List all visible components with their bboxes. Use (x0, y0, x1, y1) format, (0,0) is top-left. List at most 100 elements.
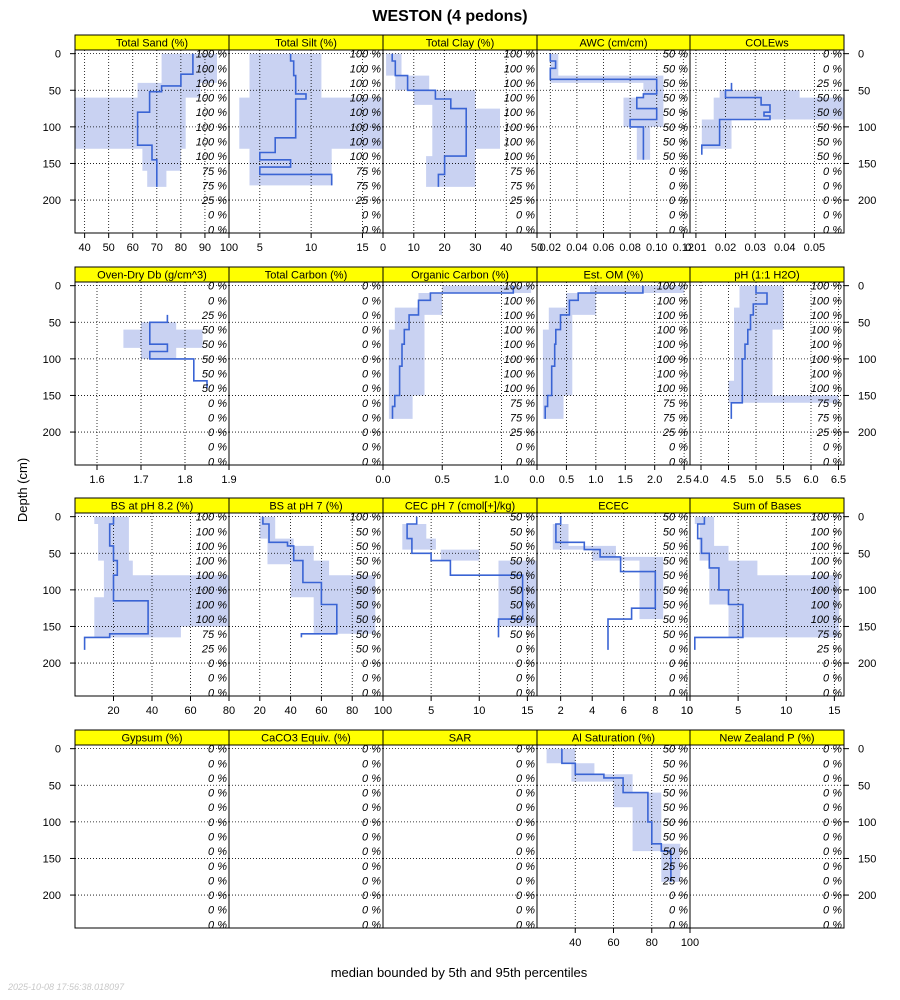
data-coverage-label: 0 % (669, 919, 688, 931)
data-coverage-label: 0 % (362, 398, 381, 410)
data-coverage-label: 50 % (663, 63, 688, 75)
data-coverage-label: 75 % (356, 180, 381, 192)
data-coverage-label: 100 % (811, 585, 842, 597)
data-coverage-label: 0 % (823, 817, 842, 829)
data-coverage-label: 0 % (823, 890, 842, 902)
data-coverage-label: 50 % (510, 556, 535, 568)
data-coverage-label: 0 % (516, 788, 535, 800)
x-tick-label: 1.6 (89, 474, 104, 486)
data-coverage-label: 50 % (663, 78, 688, 90)
data-coverage-label: 0 % (823, 687, 842, 699)
x-tick-label: 0.12 (673, 242, 694, 254)
data-coverage-label: 0 % (669, 905, 688, 917)
x-tick-label: 80 (175, 242, 187, 254)
data-coverage-label: 0 % (208, 788, 227, 800)
x-tick-label: 6.5 (831, 474, 846, 486)
data-coverage-label: 50 % (663, 758, 688, 770)
data-coverage-label: 50 % (356, 614, 381, 626)
data-coverage-label: 100 % (504, 78, 535, 90)
y-tick-label: 200 (43, 658, 61, 670)
y-tick-label: 0 (858, 512, 864, 524)
y-tick-label: 50 (858, 85, 870, 97)
data-coverage-label: 100 % (657, 310, 688, 322)
data-coverage-label: 0 % (362, 354, 381, 366)
data-coverage-label: 0 % (516, 832, 535, 844)
panel-plot-area: 100 % 100 % 100 % 100 % 100 % 100 % 100 % 100 %… (75, 50, 229, 233)
data-coverage-label: 75 % (202, 166, 227, 178)
data-coverage-label: 50 % (663, 512, 688, 524)
y-tick-label: 0 (858, 744, 864, 756)
panel-title: Oven-Dry Db (g/cm^3) (97, 270, 207, 282)
data-coverage-label: 0 % (362, 281, 381, 293)
panel-title: BS at pH 8.2 (%) (111, 501, 194, 513)
data-coverage-label: 100 % (657, 281, 688, 293)
panel-plot-area: 0 % 0 % 25 % 50 % 50 % 50 % 50 % 50 % 0 % 0 % 0 % 0… (690, 50, 844, 233)
data-coverage-label: 100 % (196, 78, 227, 90)
panel: CEC pH 7 (cmol[+]/kg)50 %50 %50 %50 %50 … (382, 497, 538, 717)
y-tick-label: 200 (858, 890, 876, 902)
data-coverage-label: 100 % (196, 151, 227, 163)
x-tick-label: 6 (621, 705, 627, 717)
x-tick-label: 60 (127, 242, 139, 254)
data-coverage-label: 0 % (208, 861, 227, 873)
data-coverage-label: 50 % (202, 383, 227, 395)
panel-plot-area: 0 % 0 % 25 % 50 % 50 % 50 % 50 % 50 % 0 % 0 % 0 % 0… (75, 281, 229, 465)
panel-border (74, 744, 230, 929)
median-line (406, 516, 524, 638)
y-tick-label: 100 (43, 817, 61, 829)
data-coverage-label: 0 % (516, 802, 535, 814)
x-tick-label: 0.5 (435, 474, 450, 486)
data-coverage-label: 100 % (657, 354, 688, 366)
y-tick-label: 0 (55, 512, 61, 524)
data-coverage-label: 100 % (504, 354, 535, 366)
data-coverage-label: 100 % (504, 49, 535, 61)
data-coverage-label: 50 % (356, 585, 381, 597)
timestamp: 2025-10-08 17:56:38.018097 (7, 982, 125, 992)
panel: BS at pH 8.2 (%)100 %100 %100 %100 %100 … (43, 497, 235, 717)
x-tick-label: 80 (646, 937, 658, 949)
panel-title: SAR (449, 733, 472, 745)
data-coverage-label: 75 % (510, 412, 535, 424)
data-coverage-label: 50 % (663, 744, 688, 756)
x-tick-label: 10 (408, 242, 420, 254)
y-tick-label: 200 (858, 658, 876, 670)
data-coverage-label: 25 % (816, 643, 842, 655)
median-line (555, 516, 657, 650)
panel-plot-area: 0 % 0 % 0 % 0 % 0 % 0 % 0 % 0 % 0 % 0 % 0 % 0 % 0 % (690, 745, 844, 928)
x-tick-label: 60 (315, 705, 327, 717)
data-coverage-label: 0 % (208, 658, 227, 670)
data-coverage-label: 0 % (669, 456, 688, 468)
data-coverage-label: 0 % (362, 788, 381, 800)
data-coverage-label: 0 % (823, 195, 842, 207)
data-coverage-label: 0 % (516, 861, 535, 873)
data-coverage-label: 0 % (208, 210, 227, 222)
data-coverage-label: 0 % (362, 325, 381, 337)
percentile-band (550, 53, 664, 160)
data-coverage-label: 0 % (208, 281, 227, 293)
data-coverage-label: 50 % (663, 802, 688, 814)
data-coverage-label: 100 % (811, 339, 842, 351)
data-coverage-label: 0 % (823, 773, 842, 785)
panel-title: Gypsum (%) (121, 733, 182, 745)
x-tick-label: 0.02 (715, 242, 736, 254)
panel-title: ECEC (598, 501, 629, 513)
data-coverage-label: 100 % (811, 325, 842, 337)
data-coverage-label: 50 % (510, 600, 535, 612)
data-coverage-label: 100 % (196, 526, 227, 538)
median-line (136, 53, 194, 187)
x-tick-label: 6.0 (803, 474, 818, 486)
data-coverage-label: 50 % (356, 643, 381, 655)
x-tick-label: 0.5 (559, 474, 574, 486)
data-coverage-label: 75 % (817, 398, 842, 410)
data-coverage-label: 0 % (516, 673, 535, 685)
y-tick-label: 150 (43, 853, 61, 865)
data-coverage-label: 100 % (350, 93, 381, 105)
panel-border (228, 281, 384, 466)
chart-title: WESTON (4 pedons) (372, 8, 527, 25)
data-coverage-label: 75 % (510, 398, 535, 410)
data-coverage-label: 0 % (823, 210, 842, 222)
data-coverage-label: 0 % (823, 875, 842, 887)
data-coverage-label: 25 % (662, 427, 688, 439)
data-coverage-label: 0 % (669, 658, 688, 670)
panel-title: AWC (cm/cm) (579, 38, 647, 50)
